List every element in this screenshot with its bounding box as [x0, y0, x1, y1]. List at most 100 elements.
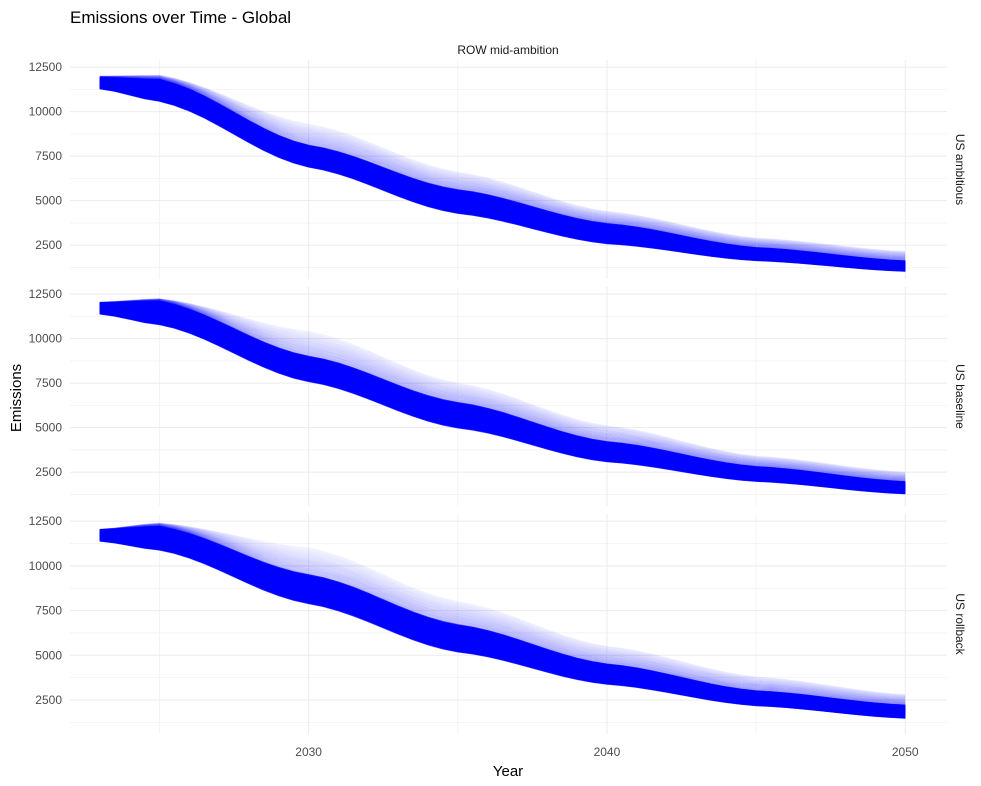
series-line: [99, 525, 906, 706]
series-line: [99, 298, 906, 476]
y-tick-label: 10000: [29, 559, 63, 573]
series-line: [99, 300, 906, 480]
series-line: [99, 76, 906, 259]
series-line: [99, 298, 906, 474]
series-line: [99, 524, 906, 701]
series-line: [99, 76, 906, 256]
series-line: [99, 76, 906, 258]
facet-row-label: US ambitious: [953, 134, 967, 205]
series-line: [99, 76, 906, 258]
series-line: [99, 523, 906, 699]
y-tick-label: 2500: [35, 693, 62, 707]
series-line: [99, 76, 906, 256]
series-line: [99, 75, 906, 253]
y-tick-label: 12500: [29, 60, 63, 74]
series-line: [99, 77, 906, 261]
series-line: [99, 299, 906, 477]
x-axis: 2030 2040 2050: [295, 745, 919, 759]
series-line: [99, 298, 906, 476]
series-line: [99, 299, 906, 478]
series-line: [99, 299, 906, 478]
series-line: [99, 299, 906, 479]
series-line: [99, 525, 906, 703]
facet-row-label: US baseline: [953, 364, 967, 429]
y-axis-title: Emissions: [8, 364, 25, 432]
series-line: [99, 523, 906, 697]
series-line: [99, 523, 906, 698]
series-line: [99, 525, 906, 704]
series-line: [99, 524, 906, 701]
y-tick-label: 2500: [35, 465, 62, 479]
facet-panels: 2500 5000 7500 10000 12500 US ambitious 2500 50…: [29, 60, 967, 734]
series-line: [99, 298, 906, 473]
ensemble-lines: [99, 522, 906, 719]
series-line: [99, 299, 906, 477]
series-line: [99, 524, 906, 703]
series-line: [99, 524, 906, 701]
series-line: [99, 523, 906, 699]
series-line: [99, 76, 906, 257]
series-line: [99, 75, 906, 254]
x-axis-title: Year: [493, 763, 523, 780]
series-line: [99, 74, 906, 253]
series-line: [99, 76, 906, 257]
series-line: [99, 298, 906, 473]
series-line: [99, 525, 906, 704]
series-line: [99, 77, 906, 262]
x-tick-label: 2050: [892, 745, 919, 759]
series-line: [99, 75, 906, 253]
y-tick-label: 10000: [29, 105, 63, 119]
y-tick-label: 5000: [35, 194, 62, 208]
series-line: [99, 523, 906, 700]
facet-column-label: ROW mid-ambition: [457, 43, 558, 57]
series-line: [99, 75, 906, 254]
series-line: [99, 299, 906, 477]
series-line: [99, 77, 906, 261]
y-tick-label: 5000: [35, 421, 62, 435]
series-line: [99, 75, 906, 255]
series-line: [99, 300, 906, 481]
series-line: [99, 75, 906, 255]
chart-title: Emissions over Time - Global: [70, 8, 291, 27]
series-line: [99, 76, 906, 257]
series-line: [99, 525, 906, 706]
series-line: [99, 523, 906, 698]
facet-panel: 2500 5000 7500 10000 12500 US rollback: [29, 514, 967, 734]
series-line: [99, 522, 906, 697]
series-line: [99, 523, 906, 699]
facet-panel: 2500 5000 7500 10000 12500 US ambitious: [29, 60, 967, 279]
y-tick-label: 7500: [35, 376, 62, 390]
series-line: [99, 76, 906, 260]
series-line: [99, 77, 906, 260]
series-line: [99, 298, 906, 474]
facet-panel: 2500 5000 7500 10000 12500 US baseline: [29, 287, 967, 506]
series-line: [99, 298, 906, 475]
series-line: [99, 522, 906, 696]
series-line: [99, 522, 906, 696]
series-line: [99, 525, 906, 704]
series-line: [99, 299, 906, 478]
series-line: [99, 524, 906, 700]
y-tick-label: 2500: [35, 238, 62, 252]
ensemble-lines: [99, 74, 906, 272]
series-line: [99, 75, 906, 254]
series-line: [99, 300, 906, 482]
series-line: [99, 524, 906, 702]
series-line: [99, 525, 906, 707]
series-line: [99, 525, 906, 705]
series-line: [99, 76, 906, 259]
series-line: [99, 300, 906, 481]
series-line: [99, 76, 906, 258]
y-tick-label: 12500: [29, 514, 63, 528]
series-line: [99, 299, 906, 479]
series-line: [99, 300, 906, 481]
y-tick-label: 12500: [29, 287, 63, 301]
series-line: [99, 74, 906, 252]
series-line: [99, 299, 906, 480]
y-tick-label: 7500: [35, 604, 62, 618]
series-line: [99, 300, 906, 483]
x-tick-label: 2040: [594, 745, 621, 759]
series-line: [99, 525, 906, 705]
series-line: [99, 522, 906, 696]
